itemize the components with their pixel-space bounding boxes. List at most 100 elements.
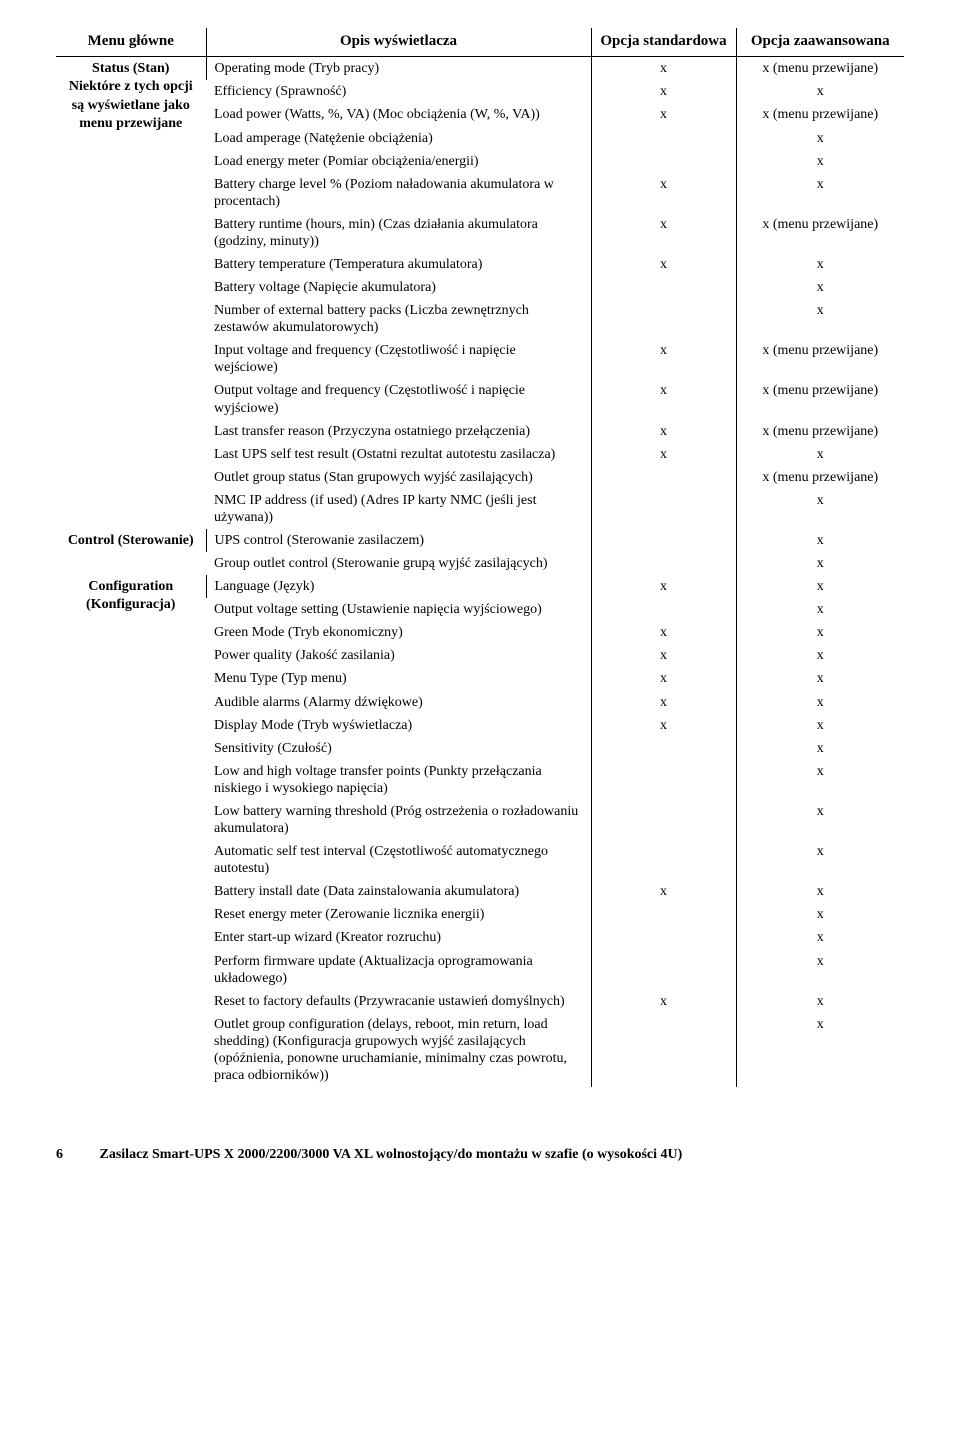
row-desc: Reset energy meter (Zerowanie licznika e… — [206, 903, 591, 926]
row-std — [591, 737, 736, 760]
row-desc: Perform firmware update (Aktualizacja op… — [206, 950, 591, 990]
row-adv: x — [736, 253, 904, 276]
row-adv: x — [736, 691, 904, 714]
row-adv: x — [736, 598, 904, 621]
row-std: x — [591, 213, 736, 253]
section-status-sub: Niektóre z tych opcji są wyświetlane jak… — [64, 78, 198, 133]
row-desc: Reset to factory defaults (Przywracanie … — [206, 990, 591, 1013]
row-std — [591, 552, 736, 575]
section-control-title: Control (Sterowanie) — [64, 532, 198, 550]
row-desc: Battery temperature (Temperatura akumula… — [206, 253, 591, 276]
col-header-desc: Opis wyświetlacza — [206, 28, 591, 57]
footer-text: Zasilacz Smart-UPS X 2000/2200/3000 VA X… — [100, 1147, 683, 1162]
row-desc: Display Mode (Tryb wyświetlacza) — [206, 714, 591, 737]
row-std: x — [591, 103, 736, 126]
row-std — [591, 800, 736, 840]
row-std: x — [591, 667, 736, 690]
row-adv: x — [736, 150, 904, 173]
row-adv: x — [736, 489, 904, 529]
row-desc: Battery voltage (Napięcie akumulatora) — [206, 276, 591, 299]
row-adv: x — [736, 1013, 904, 1087]
section-status-title: Status (Stan) — [64, 60, 198, 78]
row-adv: x — [736, 644, 904, 667]
row-std: x — [591, 57, 736, 81]
row-desc: NMC IP address (if used) (Adres IP karty… — [206, 489, 591, 529]
row-adv: x — [736, 880, 904, 903]
row-desc: Operating mode (Tryb pracy) — [206, 57, 591, 81]
section-config: Configuration (Konfiguracja) — [56, 575, 206, 1087]
row-std — [591, 903, 736, 926]
table-header-row: Menu główne Opis wyświetlacza Opcja stan… — [56, 28, 904, 57]
row-std — [591, 926, 736, 949]
row-std — [591, 529, 736, 552]
row-adv: x — [736, 127, 904, 150]
row-adv: x — [736, 840, 904, 880]
table-row: Control (Sterowanie) UPS control (Sterow… — [56, 529, 904, 552]
row-adv: x — [736, 926, 904, 949]
row-desc: Outlet group status (Stan grupowych wyjś… — [206, 466, 591, 489]
row-desc: Language (Język) — [206, 575, 591, 598]
row-desc: Battery runtime (hours, min) (Czas dział… — [206, 213, 591, 253]
page-content: Menu główne Opis wyświetlacza Opcja stan… — [0, 0, 960, 1107]
row-std — [591, 760, 736, 800]
row-std: x — [591, 80, 736, 103]
row-adv: x — [736, 760, 904, 800]
table-row: Configuration (Konfiguracja) Language (J… — [56, 575, 904, 598]
row-std — [591, 1013, 736, 1087]
row-std: x — [591, 691, 736, 714]
col-header-std: Opcja standardowa — [591, 28, 736, 57]
row-adv: x (menu przewijane) — [736, 57, 904, 81]
row-desc: UPS control (Sterowanie zasilaczem) — [206, 529, 591, 552]
row-desc: Input voltage and frequency (Częstotliwo… — [206, 339, 591, 379]
row-adv: x (menu przewijane) — [736, 420, 904, 443]
row-adv: x — [736, 990, 904, 1013]
row-adv: x (menu przewijane) — [736, 379, 904, 419]
row-std — [591, 840, 736, 880]
row-std — [591, 950, 736, 990]
row-desc: Load energy meter (Pomiar obciążenia/ene… — [206, 150, 591, 173]
row-std: x — [591, 714, 736, 737]
section-control: Control (Sterowanie) — [56, 529, 206, 575]
row-adv: x — [736, 299, 904, 339]
row-adv: x — [736, 903, 904, 926]
row-std — [591, 150, 736, 173]
row-std — [591, 299, 736, 339]
row-std — [591, 127, 736, 150]
row-adv: x — [736, 552, 904, 575]
row-desc: Load power (Watts, %, VA) (Moc obciążeni… — [206, 103, 591, 126]
page-footer: 6 Zasilacz Smart-UPS X 2000/2200/3000 VA… — [0, 1147, 960, 1183]
row-desc: Low and high voltage transfer points (Pu… — [206, 760, 591, 800]
row-desc: Sensitivity (Czułość) — [206, 737, 591, 760]
row-desc: Group outlet control (Sterowanie grupą w… — [206, 552, 591, 575]
row-desc: Outlet group configuration (delays, rebo… — [206, 1013, 591, 1087]
row-desc: Power quality (Jakość zasilania) — [206, 644, 591, 667]
row-adv: x — [736, 443, 904, 466]
row-std: x — [591, 990, 736, 1013]
row-std — [591, 598, 736, 621]
row-desc: Battery charge level % (Poziom naładowan… — [206, 173, 591, 213]
row-std: x — [591, 621, 736, 644]
row-desc: Enter start-up wizard (Kreator rozruchu) — [206, 926, 591, 949]
page-number: 6 — [56, 1147, 96, 1163]
row-adv: x (menu przewijane) — [736, 213, 904, 253]
col-header-adv: Opcja zaawansowana — [736, 28, 904, 57]
row-desc: Battery install date (Data zainstalowani… — [206, 880, 591, 903]
row-desc: Menu Type (Typ menu) — [206, 667, 591, 690]
row-std: x — [591, 880, 736, 903]
row-adv: x — [736, 529, 904, 552]
section-status: Status (Stan) Niektóre z tych opcji są w… — [56, 57, 206, 529]
row-std: x — [591, 443, 736, 466]
row-std — [591, 466, 736, 489]
row-std: x — [591, 420, 736, 443]
row-desc: Number of external battery packs (Liczba… — [206, 299, 591, 339]
row-adv: x — [736, 80, 904, 103]
row-desc: Last UPS self test result (Ostatni rezul… — [206, 443, 591, 466]
table-row: Status (Stan) Niektóre z tych opcji są w… — [56, 57, 904, 81]
row-adv: x — [736, 173, 904, 213]
row-std — [591, 489, 736, 529]
row-desc: Output voltage and frequency (Częstotliw… — [206, 379, 591, 419]
section-config-title: Configuration (Konfiguracja) — [64, 578, 198, 614]
row-adv: x (menu przewijane) — [736, 339, 904, 379]
col-header-menu: Menu główne — [56, 28, 206, 57]
row-adv: x (menu przewijane) — [736, 466, 904, 489]
